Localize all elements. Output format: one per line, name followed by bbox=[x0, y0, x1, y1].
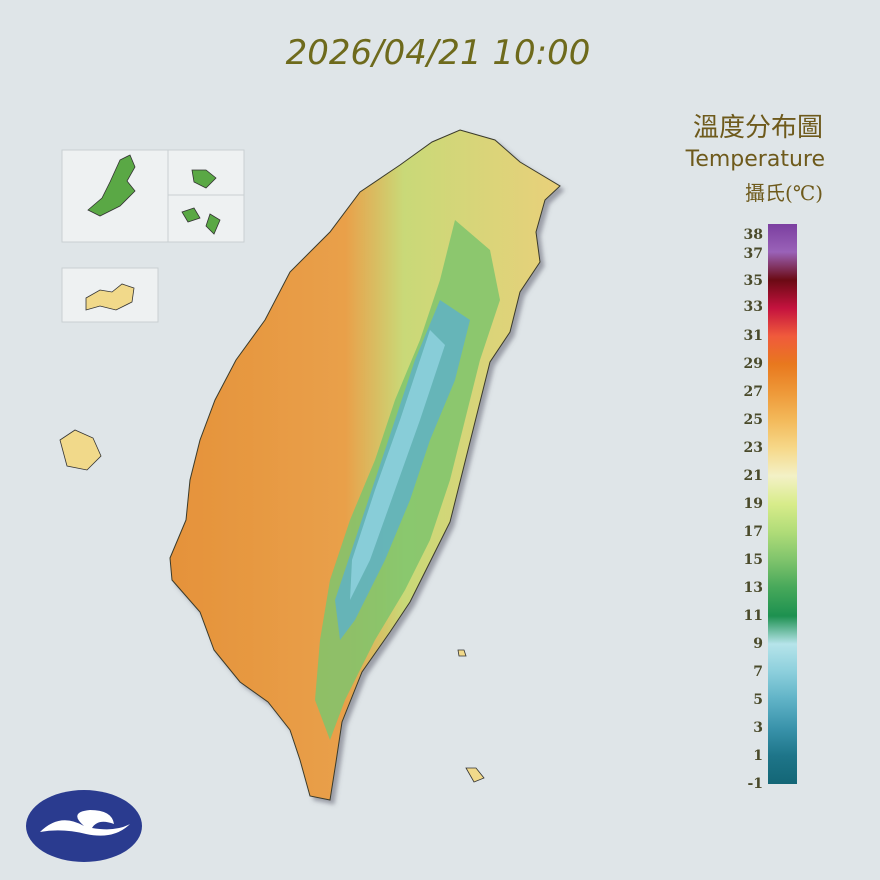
legend-label: -1 bbox=[747, 776, 763, 792]
legend-label: 9 bbox=[753, 636, 763, 652]
lanyu bbox=[465, 767, 485, 783]
legend-label: 7 bbox=[753, 664, 763, 680]
legend-label: 21 bbox=[744, 468, 763, 484]
legend-label: 17 bbox=[744, 524, 763, 540]
legend-label: 3 bbox=[753, 720, 763, 736]
legend-label: 27 bbox=[744, 384, 763, 400]
legend-label: 25 bbox=[744, 412, 763, 428]
logo bbox=[26, 790, 142, 862]
timestamp: 2026/04/21 10:00 bbox=[286, 33, 591, 73]
legend-label: 35 bbox=[744, 273, 763, 289]
legend-label: 1 bbox=[753, 748, 763, 764]
color-bar bbox=[768, 224, 797, 784]
title-zh: 溫度分布圖 bbox=[693, 113, 823, 143]
legend-label: 38 bbox=[744, 227, 763, 243]
legend-label: 5 bbox=[753, 692, 763, 708]
title-en: Temperature bbox=[685, 147, 825, 172]
legend-label: 15 bbox=[744, 552, 763, 568]
legend-label: 33 bbox=[744, 299, 763, 315]
legend-label: 37 bbox=[744, 246, 763, 262]
insets bbox=[61, 149, 245, 323]
ludao bbox=[457, 649, 467, 657]
legend-label: 11 bbox=[744, 608, 763, 624]
legend-label: 13 bbox=[744, 580, 763, 596]
legend-label: 31 bbox=[744, 328, 763, 344]
taiwan bbox=[169, 129, 561, 801]
legend-label: 29 bbox=[744, 356, 763, 372]
penghu bbox=[59, 429, 102, 471]
unit: 攝氏(℃) bbox=[745, 181, 823, 205]
legend-label: 19 bbox=[744, 496, 763, 512]
legend-label: 23 bbox=[744, 440, 763, 456]
